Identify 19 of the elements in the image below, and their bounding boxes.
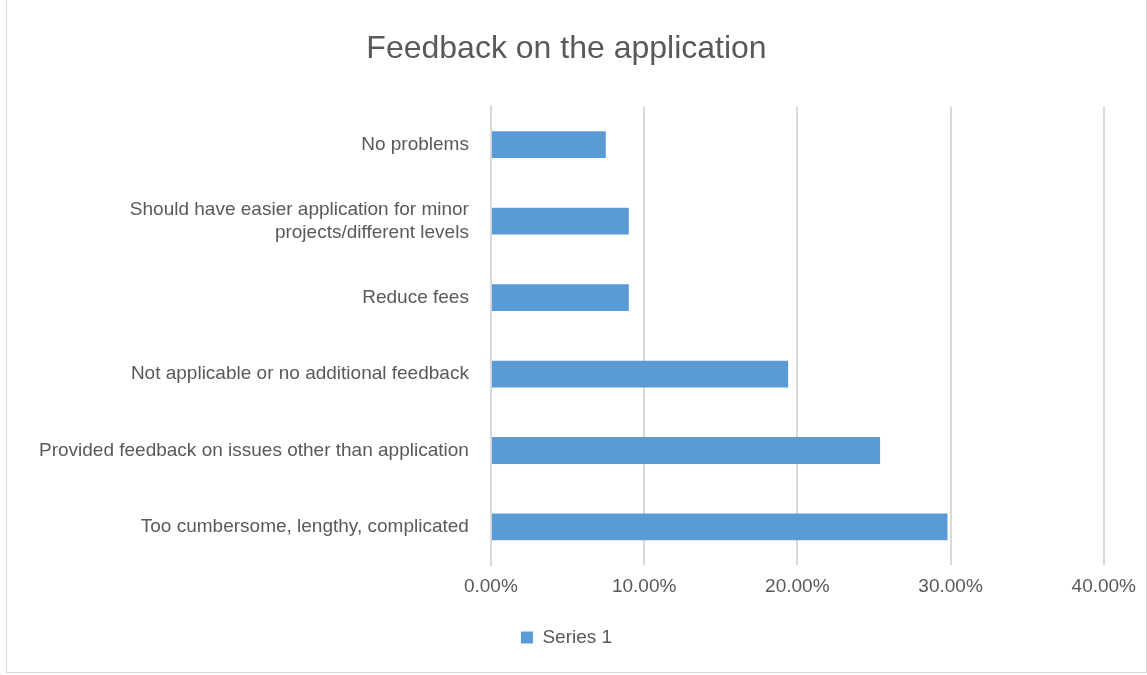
y-tick-label: Not applicable or no additional feedback	[130, 362, 470, 384]
y-tick-label: Should have easier application for minor projects/different levels	[129, 197, 470, 242]
x-tick-label: 0.00%	[463, 574, 518, 596]
legend-label: Series 1	[542, 625, 613, 647]
bar	[491, 131, 606, 159]
bar	[491, 513, 948, 541]
chart-title: Feedback on the application	[366, 29, 767, 66]
y-tick-label: No problems	[361, 132, 469, 154]
bar	[491, 284, 629, 311]
y-tick-label: Too cumbersome, lengthy, complicated	[140, 515, 469, 537]
x-tick-label: 10.00%	[611, 574, 677, 596]
x-tick-label: 30.00%	[918, 574, 983, 596]
bar	[491, 207, 629, 235]
x-tick-label: 20.00%	[765, 574, 830, 596]
y-tick-label: Provided feedback on issues other than application	[38, 438, 469, 460]
y-tick-label: Reduce fees	[362, 285, 469, 307]
bar	[491, 360, 789, 388]
x-tick-label: 40.00%	[1071, 574, 1137, 596]
bar	[491, 437, 881, 464]
